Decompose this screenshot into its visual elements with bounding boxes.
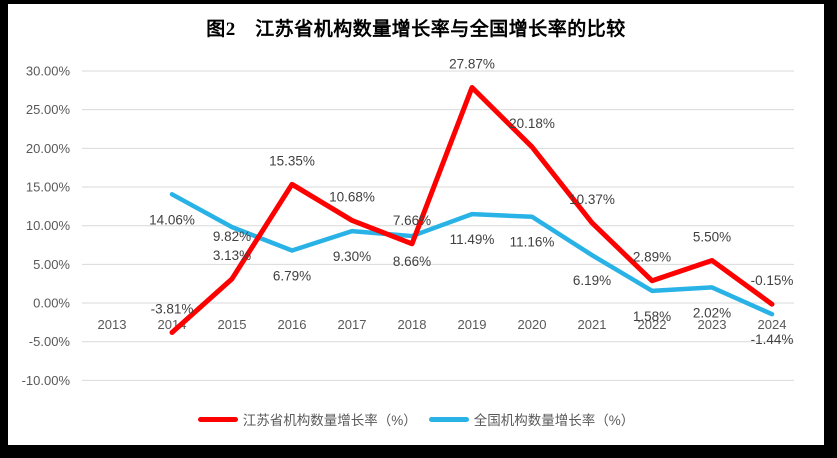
data-label-jiangsu: 10.68% <box>329 189 375 204</box>
data-label-jiangsu: 10.37% <box>569 192 615 207</box>
legend-line-swatch-red <box>197 416 238 422</box>
y-axis-tick-label: 10.00% <box>26 218 71 233</box>
data-label-national: 2.02% <box>693 305 731 320</box>
data-label-jiangsu: -3.81% <box>151 302 194 317</box>
data-label-national: 1.58% <box>633 309 671 324</box>
legend-label-jiangsu: 江苏省机构数量增长率（%） <box>242 413 417 428</box>
chart-legend: 江苏省机构数量增长率（%） 全国机构数量增长率（%） <box>8 409 824 429</box>
x-axis-tick-label: 2016 <box>278 317 307 332</box>
chart-title: 图2 江苏省机构数量增长率与全国增长率的比较 <box>206 19 626 40</box>
data-label-jiangsu: 7.66% <box>393 213 431 228</box>
legend-line-swatch-blue <box>428 416 469 422</box>
series-line-jiangsu <box>169 84 775 336</box>
y-axis-tick-label: 20.00% <box>26 141 71 156</box>
data-label-jiangsu: 2.89% <box>633 250 671 265</box>
legend-item-jiangsu: 江苏省机构数量增长率（%） <box>197 409 417 429</box>
data-label-jiangsu: 15.35% <box>269 153 315 168</box>
x-axis-tick-label: 2024 <box>758 317 787 332</box>
data-label-national: 6.79% <box>273 269 311 284</box>
data-label-jiangsu: 27.87% <box>449 56 495 71</box>
data-label-national: 14.06% <box>149 212 195 227</box>
x-axis-tick-label: 2021 <box>578 317 607 332</box>
data-label-national: 8.66% <box>393 254 431 269</box>
y-axis-tick-label: 25.00% <box>26 102 71 117</box>
chart-panel <box>8 4 824 445</box>
x-axis-tick-label: 2019 <box>458 317 487 332</box>
x-axis-tick-label: 2020 <box>518 317 547 332</box>
y-axis-tick-label: 0.00% <box>33 296 70 311</box>
data-label-jiangsu: 20.18% <box>509 116 555 131</box>
data-label-national: 6.19% <box>573 273 611 288</box>
x-axis-tick-label: 2015 <box>218 317 247 332</box>
x-axis-tick-label: 2022 <box>638 317 667 332</box>
x-axis-tick-label: 2018 <box>398 317 427 332</box>
y-axis-tick-label: 15.00% <box>26 180 71 195</box>
data-label-national: 11.49% <box>450 232 495 247</box>
data-label-national: 9.82% <box>213 229 251 244</box>
y-axis-tick-label: -10.00% <box>22 373 71 388</box>
data-label-national: -1.44% <box>751 332 794 347</box>
legend-label-national: 全国机构数量增长率（%） <box>473 413 635 428</box>
data-label-national: 11.16% <box>510 235 555 250</box>
y-axis-tick-label: 5.00% <box>33 257 70 272</box>
x-axis-tick-label: 2017 <box>338 317 367 332</box>
data-label-jiangsu: -0.15% <box>751 273 794 288</box>
x-axis-tick-label: 2023 <box>698 317 727 332</box>
data-label-jiangsu: 5.50% <box>693 230 731 245</box>
series-line-national <box>169 192 775 317</box>
legend-item-national: 全国机构数量增长率（%） <box>428 409 635 429</box>
x-axis-tick-label: 2013 <box>98 317 127 332</box>
y-axis-tick-label: 30.00% <box>26 64 71 79</box>
y-axis-tick-label: -5.00% <box>29 334 71 349</box>
data-label-national: 9.30% <box>333 249 371 264</box>
data-label-jiangsu: 3.13% <box>213 248 251 263</box>
